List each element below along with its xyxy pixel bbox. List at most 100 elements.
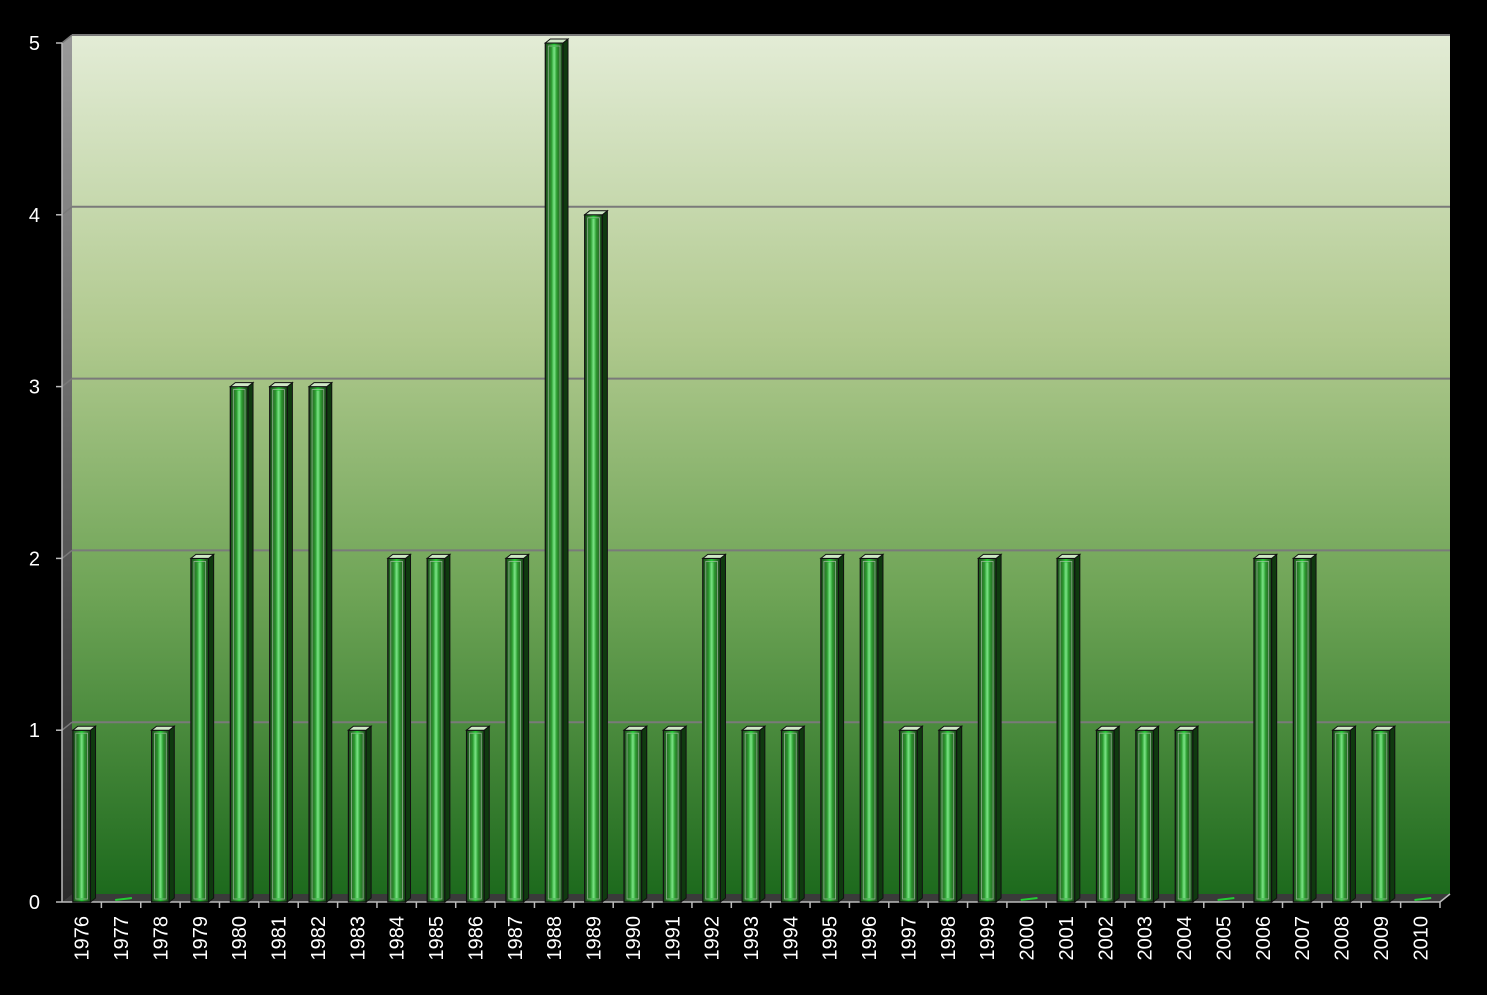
bar-glint (354, 734, 360, 898)
x-tick-label: 1980 (229, 916, 251, 961)
bar-top (740, 725, 767, 731)
bar (740, 725, 767, 904)
bar-inner-outline (390, 561, 403, 900)
bar-inner-outline (1374, 732, 1388, 900)
bar-side (405, 553, 412, 904)
bar-zero (1020, 897, 1038, 901)
bar-glint (1142, 734, 1148, 898)
x-tick-label: 1999 (977, 916, 999, 961)
x-tick-label: 1988 (544, 916, 566, 961)
x-tick-label: 2002 (1095, 916, 1117, 961)
bar-glint (433, 562, 439, 898)
bar (347, 725, 373, 904)
bar-inner-outline (508, 561, 522, 900)
bar-top (622, 725, 649, 731)
gridline-diagonal (61, 34, 73, 44)
bar-inner-outline (311, 389, 325, 900)
bar-glint (905, 734, 912, 898)
bar-inner-outline (980, 561, 994, 900)
gridline-diagonal (61, 549, 73, 559)
bar-top (937, 725, 964, 731)
bar-inner-outline (862, 561, 876, 900)
x-axis-end (1439, 893, 1451, 903)
bar (1020, 897, 1038, 901)
x-tick-label: 2004 (1174, 916, 1196, 961)
bar-inner-outline (784, 732, 797, 900)
bar-glint (1102, 734, 1109, 898)
x-tick-labels: 1976 1977 1978 1979 1980 1981 1982 1983 1984 1985… (72, 916, 1433, 961)
bar-top (583, 210, 609, 216)
bar-top (1055, 553, 1082, 559)
bar-side (326, 381, 333, 904)
bar-inner-outline (1335, 732, 1348, 900)
bar-top (1134, 725, 1160, 731)
bar-top (1291, 553, 1318, 559)
x-tick-label: 1987 (505, 916, 527, 961)
bar (1173, 725, 1200, 904)
bar-zero (1217, 897, 1235, 901)
bar (307, 381, 334, 904)
y-tick-label: 0 (29, 892, 40, 914)
bar-inner-outline (587, 217, 600, 900)
bar-side (1389, 725, 1396, 904)
bar-top (858, 553, 885, 559)
bar (1291, 553, 1318, 904)
bar-top (819, 553, 846, 559)
bar-side (916, 725, 923, 904)
bar-side (208, 553, 215, 904)
bar-side (995, 553, 1002, 904)
bar (583, 209, 609, 904)
x-tick-label: 2006 (1253, 916, 1275, 961)
bar-inner-outline (469, 732, 482, 900)
bar (504, 553, 531, 904)
x-tick-label: 2005 (1213, 916, 1235, 961)
x-tick-label: 1977 (111, 916, 133, 961)
gridline-diagonal (61, 721, 73, 731)
bars (71, 37, 1432, 904)
bar-top (1173, 725, 1200, 731)
bar-side (562, 37, 569, 904)
bar-side (90, 725, 97, 904)
bar (661, 725, 688, 904)
bar-inner-outline (902, 732, 915, 900)
bar-side (1349, 725, 1356, 904)
bar-inner-outline (1059, 561, 1073, 900)
bar-glint (984, 562, 990, 898)
bar-top (465, 725, 491, 731)
bar-inner-outline (351, 732, 364, 900)
bar-inner-outline (272, 389, 285, 900)
bar (1134, 725, 1160, 904)
bar-side (838, 553, 845, 904)
x-tick-label: 2003 (1135, 916, 1157, 961)
bar-glint (1181, 734, 1187, 898)
bar-side (247, 381, 254, 904)
plot-back-wall (72, 35, 1450, 894)
bar-side (483, 725, 490, 904)
bar-top (347, 725, 373, 731)
bar-inner-outline (705, 561, 718, 900)
bar-side (1271, 553, 1278, 904)
x-tick-label: 1992 (702, 916, 724, 961)
x-tick-label: 1990 (623, 916, 645, 961)
bar-glint (1299, 562, 1305, 898)
gridline-diagonal (61, 378, 73, 388)
y-tick-label: 5 (29, 33, 40, 55)
bar-glint (1063, 562, 1069, 898)
x-tick-label: 1984 (387, 916, 409, 961)
x-tick-label: 1981 (269, 916, 291, 961)
bar-side (798, 725, 805, 904)
bar-side (1153, 725, 1160, 904)
x-tick-label: 2001 (1056, 916, 1078, 961)
bar-inner-outline (1138, 732, 1151, 900)
bar-inner-outline (823, 561, 837, 900)
bar (1055, 553, 1082, 904)
y-tick-label: 2 (29, 548, 40, 570)
bar (1414, 897, 1432, 901)
bar-top (386, 553, 412, 559)
x-tick-label: 1998 (938, 916, 960, 961)
bar-inner-outline (1295, 561, 1309, 900)
bar-glint (590, 218, 597, 899)
bar-top (504, 553, 531, 559)
